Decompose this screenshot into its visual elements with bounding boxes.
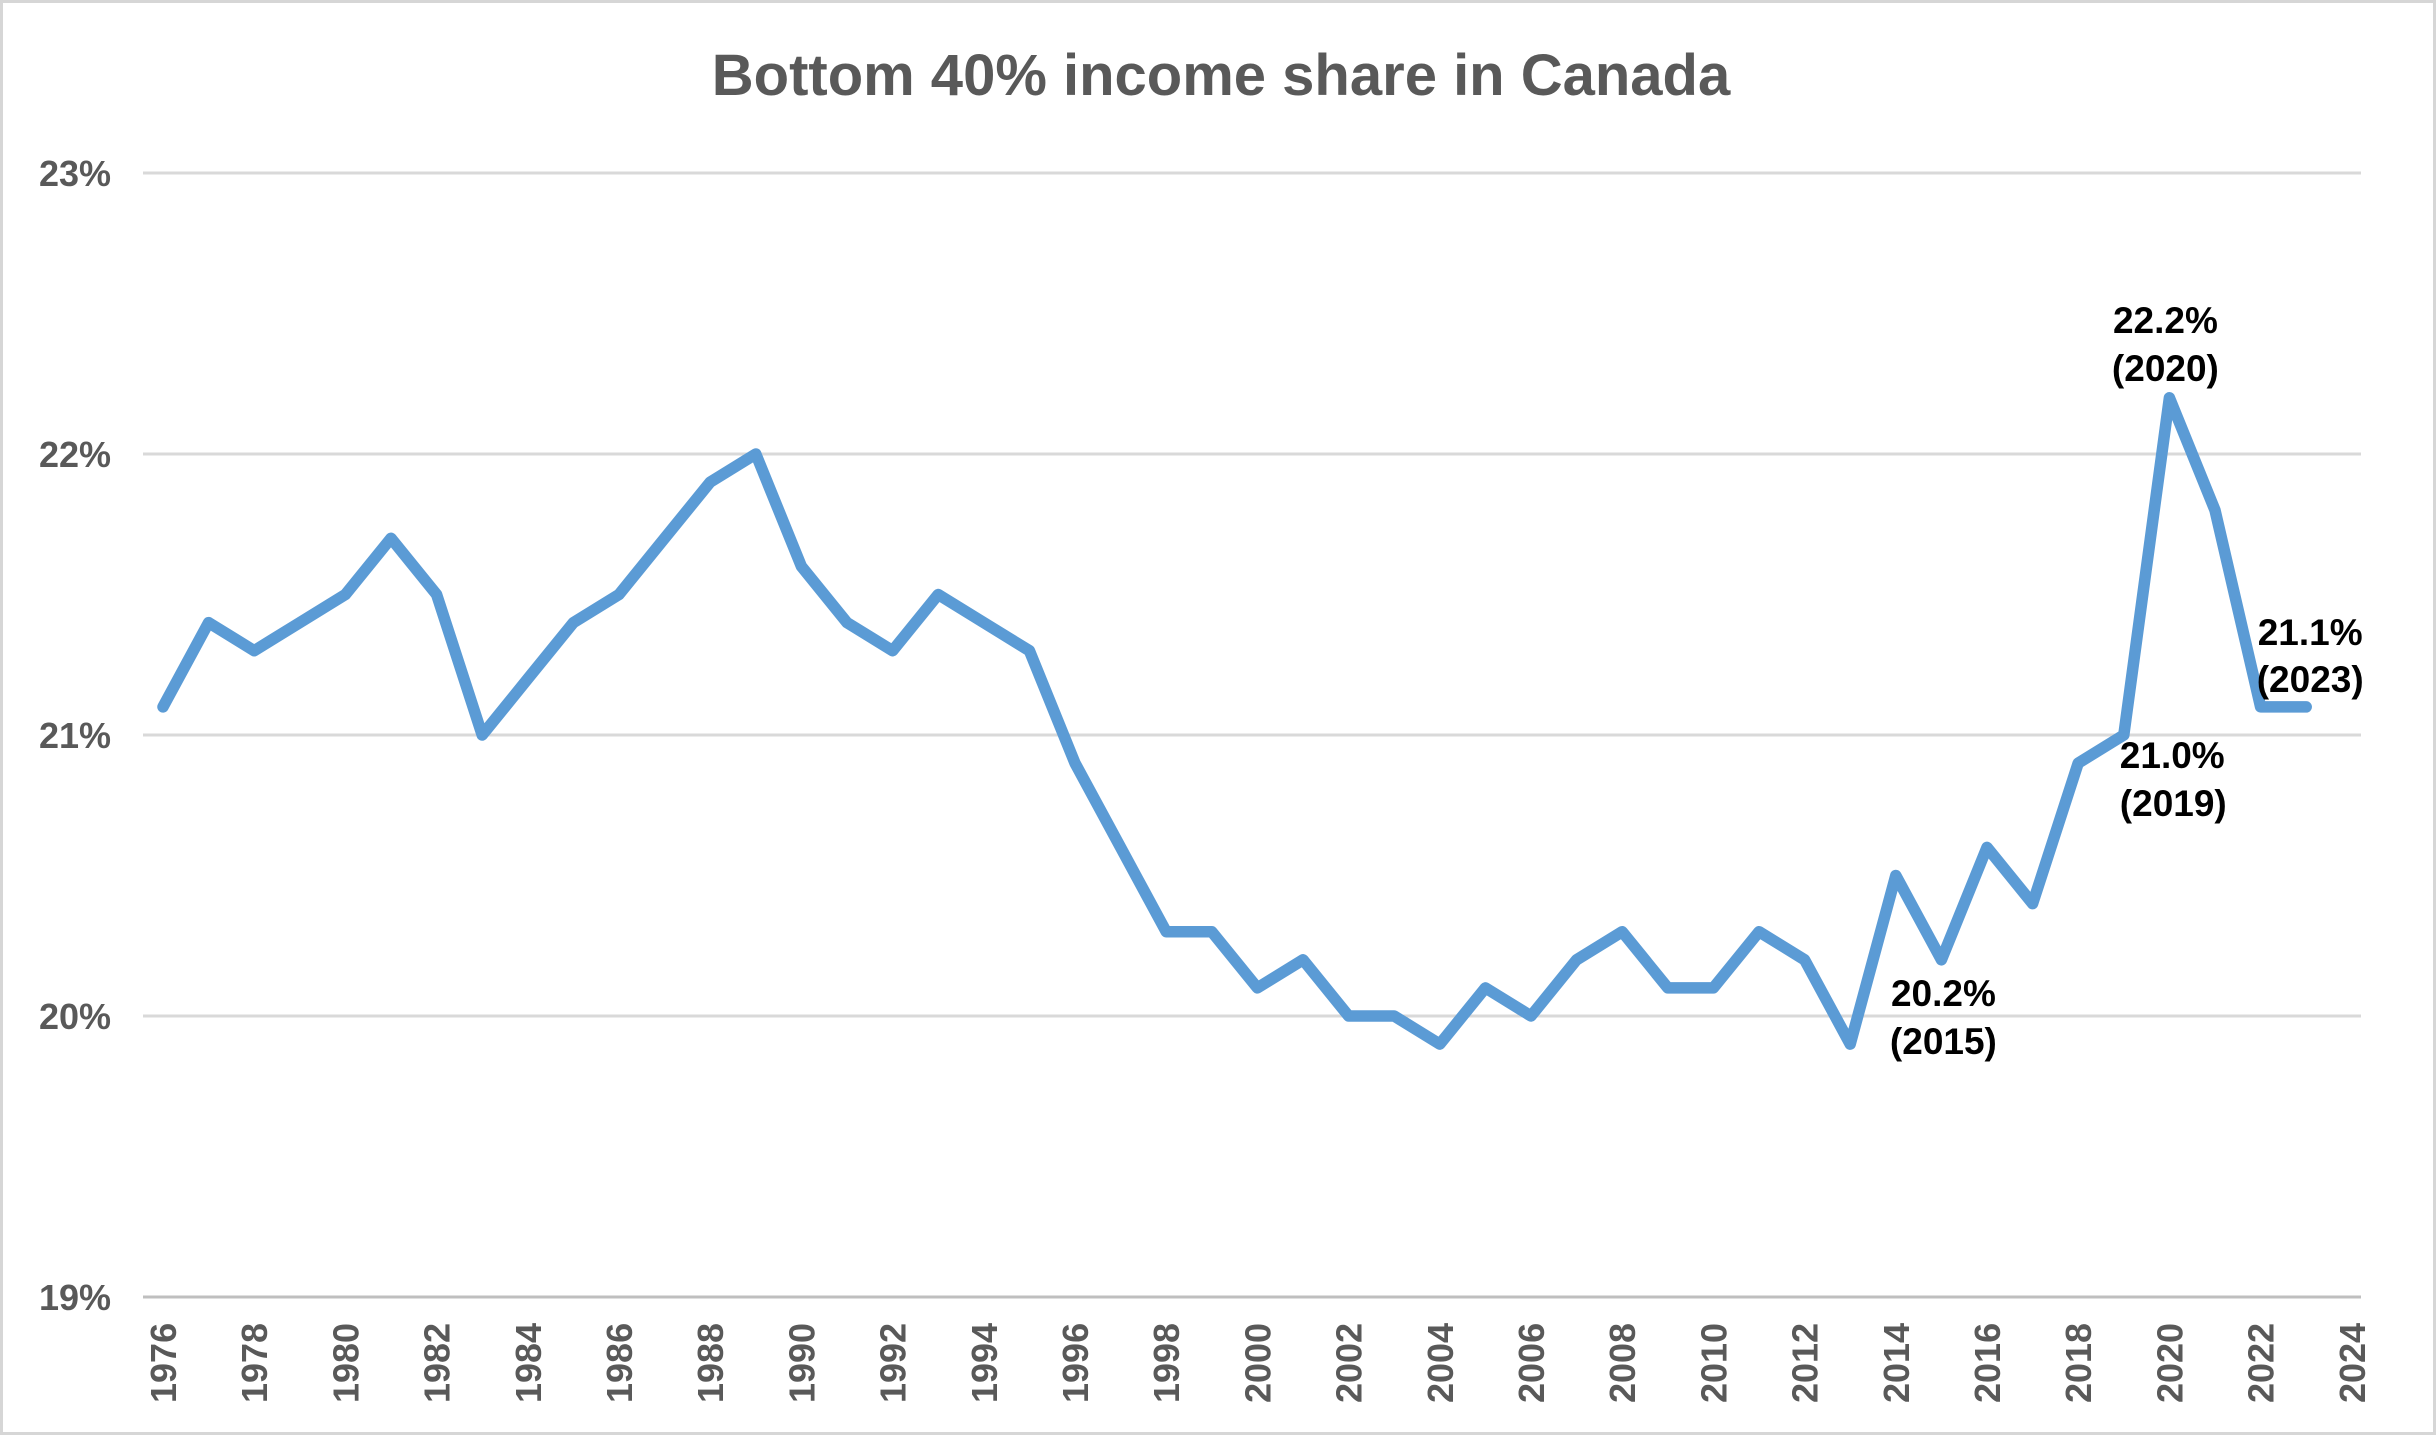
x-tick-label: 2022 — [2241, 1323, 2282, 1403]
chart-title: Bottom 40% income share in Canada — [712, 43, 1731, 108]
x-tick-label: 2016 — [1967, 1323, 2008, 1403]
annotation-value-label: 21.0% — [2120, 735, 2225, 776]
x-tick-label: 1996 — [1055, 1323, 1096, 1403]
x-tick-label: 2004 — [1420, 1323, 1461, 1403]
x-tick-label: 1978 — [234, 1323, 275, 1403]
x-tick-label: 2002 — [1329, 1323, 1370, 1403]
x-tick-label: 2006 — [1511, 1323, 1552, 1403]
line-chart: 23% 22% 21% 20% 19% 1976 1978 1980 1982 1984 1986… — [39, 43, 2373, 1403]
y-tick-label: 21% — [39, 715, 111, 756]
x-tick-label: 2018 — [2058, 1323, 2099, 1403]
x-tick-label: 2010 — [1693, 1323, 1734, 1403]
gridlines-layer — [143, 171, 2361, 1299]
x-tick-label: 1980 — [325, 1323, 366, 1403]
data-series-layer — [157, 392, 2312, 1050]
x-tick-label: 1986 — [599, 1323, 640, 1403]
x-tick-label: 2000 — [1237, 1323, 1278, 1403]
income-share-line — [157, 392, 2312, 1050]
x-tick-label: 1990 — [781, 1323, 822, 1403]
annotation-year-label: (2015) — [1890, 1021, 1997, 1062]
x-tick-label: 2020 — [2149, 1323, 2190, 1403]
y-tick-label: 23% — [39, 153, 111, 194]
x-tick-label: 1988 — [690, 1323, 731, 1403]
x-tick-label: 1976 — [143, 1323, 184, 1403]
x-tick-label: 2012 — [1785, 1323, 1826, 1403]
y-axis-labels: 23% 22% 21% 20% 19% — [39, 153, 111, 1318]
x-tick-label: 1994 — [964, 1323, 1005, 1403]
annotation-year-label: (2020) — [2112, 348, 2219, 389]
annotation-year-label: (2019) — [2120, 783, 2227, 824]
x-axis-labels: 1976 1978 1980 1982 1984 1986 1988 1990 1992 1994… — [143, 1323, 2373, 1403]
annotations-layer: 20.2% (2015) 21.0% (2019) 22.2% (2020) 21.1% (2… — [1890, 300, 2364, 1062]
y-tick-label: 22% — [39, 434, 111, 475]
x-tick-label: 1984 — [508, 1323, 549, 1403]
annotation-year-label: (2023) — [2257, 659, 2364, 700]
x-tick-label: 1998 — [1146, 1323, 1187, 1403]
x-tick-label: 2024 — [2332, 1323, 2373, 1403]
y-tick-label: 20% — [39, 996, 111, 1037]
x-tick-label: 2014 — [1876, 1323, 1917, 1403]
annotation-value-label: 21.1% — [2258, 612, 2363, 653]
x-tick-label: 1992 — [873, 1323, 914, 1403]
x-tick-label: 1982 — [417, 1323, 458, 1403]
y-tick-label: 19% — [39, 1277, 111, 1318]
annotation-value-label: 20.2% — [1891, 973, 1996, 1014]
annotation-value-label: 22.2% — [2113, 300, 2218, 341]
x-tick-label: 2008 — [1602, 1323, 1643, 1403]
